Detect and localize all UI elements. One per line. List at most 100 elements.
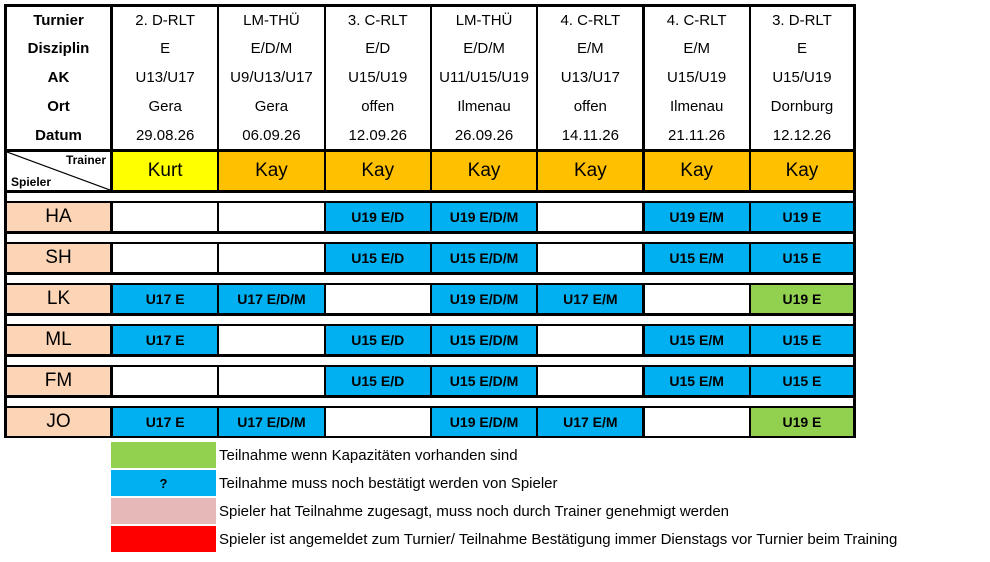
row-separator (7, 357, 854, 365)
tournament-ak: U11/U15/U19 (431, 62, 537, 93)
tournament-disziplin: E (113, 33, 218, 63)
participation-cell (219, 244, 324, 272)
diagonal-line (7, 152, 110, 190)
participation-cell: U15 E/M (644, 326, 749, 354)
header-label-datum: Datum (7, 121, 110, 149)
header-label-ort: Ort (7, 92, 110, 122)
tournament-ort: offen (325, 92, 430, 122)
corner-cell: Trainer Spieler (7, 152, 110, 190)
tournament-datum: 06.09.26 (219, 121, 324, 149)
legend-text: Teilnahme muss noch bestätigt werden von… (219, 474, 558, 492)
tournament-disziplin: E/M (644, 33, 749, 63)
tournament-datum: 12.09.26 (325, 121, 430, 149)
participation-cell: U17 E (113, 285, 218, 313)
tournament-turnier: LM-THÜ (431, 7, 537, 34)
schedule-table: Turnier Disziplin AK Ort Datum 2. D-RLT E U13/U… (4, 4, 857, 438)
trainer-cell: Kurt (113, 152, 218, 190)
player-name: SH (7, 244, 110, 272)
participation-cell (219, 203, 324, 231)
legend-text: Spieler hat Teilnahme zugesagt, muss noc… (219, 502, 730, 520)
participation-cell: U15 E/D/M (431, 244, 537, 272)
participation-cell (113, 203, 218, 231)
tournament-turnier: 3. D-RLT (750, 7, 854, 34)
corner-trainer-label: Trainer (65, 153, 106, 167)
trainer-cell: Kay (431, 152, 537, 190)
tournament-disziplin: E/M (538, 33, 643, 63)
tournament-datum: 14.11.26 (538, 121, 643, 149)
legend-swatch (111, 526, 216, 552)
tournament-datum: 12.12.26 (750, 121, 854, 149)
participation-cell: U17 E/D/M (219, 408, 324, 436)
tournament-turnier: 4. C-RLT (538, 7, 643, 34)
tournament-turnier: 4. C-RLT (644, 7, 749, 34)
header-label-turnier: Turnier (7, 7, 110, 34)
tournament-ort: Ilmenau (431, 92, 537, 122)
legend-swatch (111, 498, 216, 524)
tournament-ak: U13/U17 (113, 62, 218, 93)
participation-cell: U19 E/D/M (431, 203, 537, 231)
legend-item: Spieler ist angemeldet zum Turnier/ Teil… (111, 525, 897, 553)
tournament-disziplin: E/D/M (219, 33, 324, 63)
trainer-cell: Kay (750, 152, 854, 190)
trainer-cell: Kay (644, 152, 749, 190)
row-separator (7, 193, 854, 201)
tournament-turnier: 2. D-RLT (113, 7, 218, 34)
tournament-ak: U15/U19 (750, 62, 854, 93)
trainer-cell: Kay (325, 152, 430, 190)
tournament-datum: 26.09.26 (431, 121, 537, 149)
legend-item: Spieler hat Teilnahme zugesagt, muss noc… (111, 497, 729, 525)
tournament-ak: U13/U17 (538, 62, 643, 93)
player-name: FM (7, 367, 110, 395)
trainer-cell: Kay (219, 152, 324, 190)
participation-cell (538, 203, 643, 231)
row-separator (7, 275, 854, 283)
legend-swatch: ? (111, 470, 216, 496)
participation-cell: U15 E (750, 326, 854, 354)
participation-cell: U19 E/D (325, 203, 430, 231)
header-label-disziplin: Disziplin (7, 33, 110, 63)
player-name: ML (7, 326, 110, 354)
player-name: HA (7, 203, 110, 231)
tournament-datum: 21.11.26 (644, 121, 749, 149)
participation-cell: U17 E/D/M (219, 285, 324, 313)
tournament-datum: 29.08.26 (113, 121, 218, 149)
legend-text: Spieler ist angemeldet zum Turnier/ Teil… (219, 530, 898, 548)
legend-item: Teilnahme wenn Kapazitäten vorhanden sin… (111, 441, 518, 469)
participation-cell: U17 E/M (538, 408, 643, 436)
tournament-disziplin: E (750, 33, 854, 63)
legend-text: Teilnahme wenn Kapazitäten vorhanden sin… (219, 446, 518, 464)
tournament-ort: offen (538, 92, 643, 122)
participation-cell (113, 244, 218, 272)
participation-cell: U19 E (750, 285, 854, 313)
legend-item: ? Teilnahme muss noch bestätigt werden vo… (111, 469, 558, 497)
participation-cell: U19 E/M (644, 203, 749, 231)
player-name: JO (7, 408, 110, 436)
participation-cell: U15 E/D/M (431, 326, 537, 354)
tournament-turnier: 3. C-RLT (325, 7, 430, 34)
tournament-disziplin: E/D/M (431, 33, 537, 63)
participation-cell (538, 326, 643, 354)
trainer-cell: Kay (538, 152, 643, 190)
participation-cell: U17 E (113, 326, 218, 354)
legend-swatch (111, 442, 216, 468)
tournament-ort: Gera (113, 92, 218, 122)
tournament-turnier: LM-THÜ (219, 7, 324, 34)
participation-cell (325, 408, 430, 436)
tournament-ak: U15/U19 (644, 62, 749, 93)
tournament-ort: Gera (219, 92, 324, 122)
participation-cell: U15 E/D (325, 244, 430, 272)
tournament-ak: U15/U19 (325, 62, 430, 93)
participation-cell: U15 E/D/M (431, 367, 537, 395)
participation-cell (644, 285, 749, 313)
participation-cell (538, 367, 643, 395)
participation-cell (644, 408, 749, 436)
participation-cell (219, 326, 324, 354)
participation-cell: U17 E (113, 408, 218, 436)
row-separator (7, 234, 854, 242)
participation-cell (325, 285, 430, 313)
participation-cell (219, 367, 324, 395)
participation-cell: U19 E/D/M (431, 408, 537, 436)
row-separator (7, 398, 854, 406)
tournament-disziplin: E/D (325, 33, 430, 63)
participation-cell: U15 E/M (644, 367, 749, 395)
